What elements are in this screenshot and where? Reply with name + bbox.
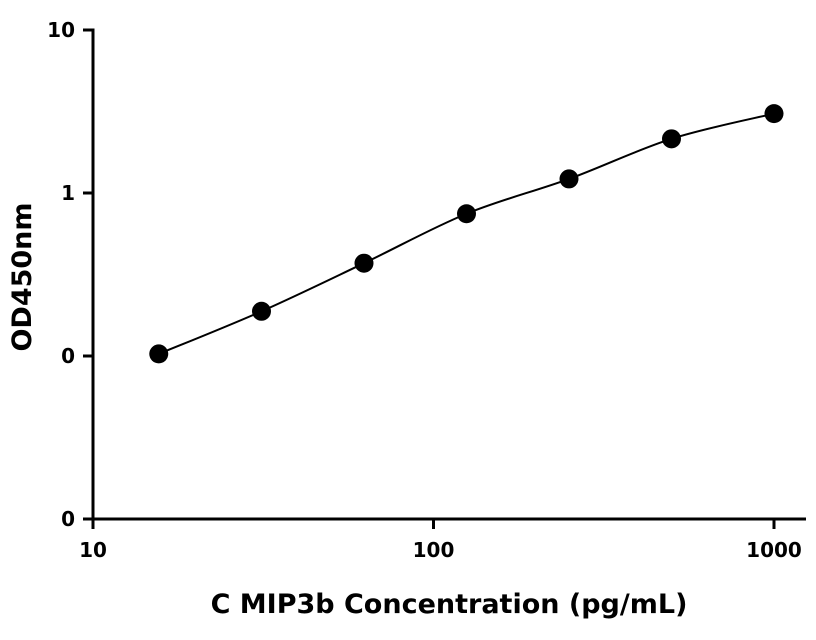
x-axis-ticks: 10 100 1000: [79, 519, 802, 562]
y-axis-ticks: 0 0 1 10: [47, 18, 93, 531]
y-tick-label: 1: [61, 181, 75, 205]
axes: [91, 28, 806, 521]
y-tick-label: 0: [61, 344, 75, 368]
fit-curve: [158, 112, 775, 355]
data-point: [661, 129, 681, 149]
x-tick-label: 10: [79, 538, 107, 562]
data-point: [149, 344, 169, 364]
data-point: [456, 204, 476, 224]
x-tick-label: 1000: [746, 538, 802, 562]
x-axis-title: C MIP3b Concentration (pg/mL): [211, 589, 688, 620]
data-point: [559, 169, 579, 189]
data-point: [354, 253, 374, 273]
y-axis-title: OD450nm: [7, 202, 38, 351]
data-point: [251, 301, 271, 321]
x-tick-label: 100: [413, 538, 455, 562]
data-point: [764, 104, 784, 124]
y-tick-label: 10: [47, 18, 75, 42]
data-points: [149, 104, 784, 364]
y-tick-label: 0: [61, 507, 75, 531]
